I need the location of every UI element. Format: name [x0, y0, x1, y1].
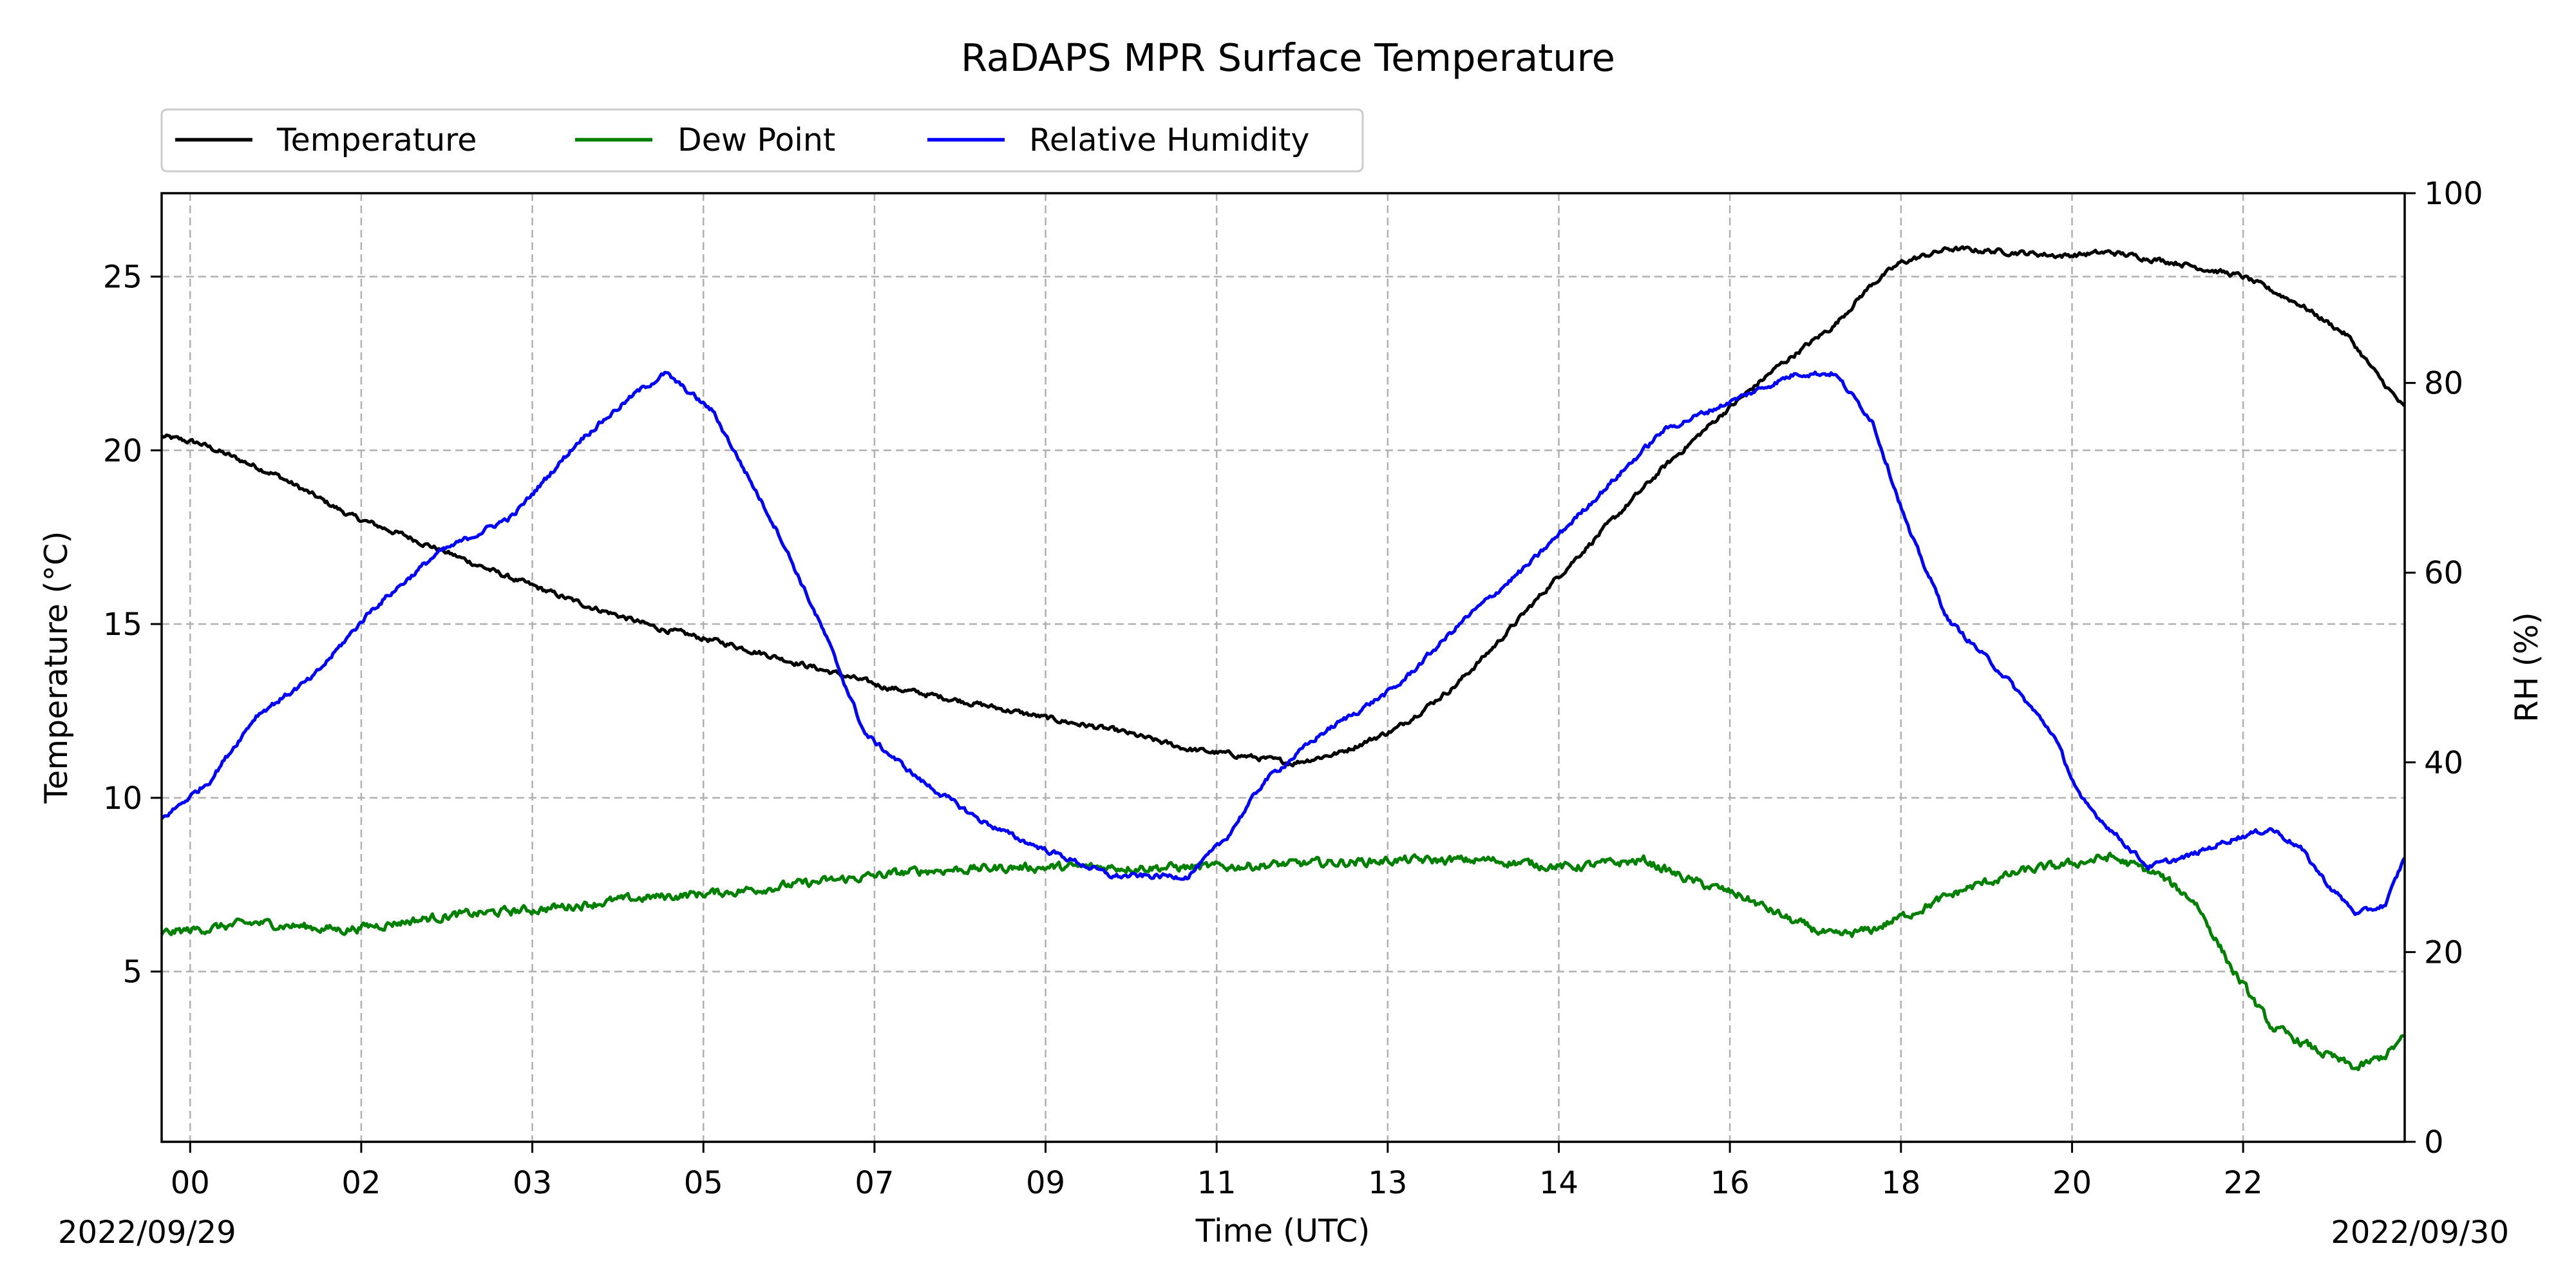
x-tick-label: 18: [1881, 1165, 1920, 1201]
x-tick-label: 11: [1197, 1165, 1236, 1201]
x-axis-label: Time (UTC): [1195, 1213, 1370, 1249]
plot-frame: [160, 192, 2406, 1143]
y-tick-label-left: 20: [103, 433, 142, 469]
y-axis-label-right: RH (%): [2508, 612, 2545, 722]
y-tick-label-left: 25: [103, 259, 142, 295]
x-tick-label: 05: [684, 1165, 723, 1201]
x-tick-label: 16: [1710, 1165, 1750, 1201]
y-tick-label-right: 0: [2424, 1124, 2444, 1160]
series-line-dew-point: [160, 851, 2405, 1072]
x-tick-label: 13: [1368, 1165, 1407, 1201]
x-tick-label: 14: [1539, 1165, 1578, 1201]
y-tick-label-right: 40: [2424, 745, 2463, 781]
end-date-label: 2022/09/30: [2331, 1215, 2509, 1251]
y-axis-label-left: Temperature (°C): [38, 531, 75, 804]
y-tick-label-left: 10: [103, 781, 142, 817]
legend: Temperature Dew Point Relative Humidity: [160, 108, 1364, 173]
series-line-temperature: [160, 245, 2406, 768]
y-tick-label-right: 20: [2424, 934, 2463, 971]
legend-box: [160, 108, 1364, 173]
legend-label-dew-point: Dew Point: [677, 122, 835, 158]
legend-label-relative-humidity: Relative Humidity: [1029, 122, 1309, 158]
x-axis: 00 02 03 05 07 09 11 13 14 16 18 20 22: [171, 1142, 2263, 1201]
x-tick-label: 00: [171, 1165, 210, 1201]
y-tick-label-right: 80: [2424, 366, 2463, 402]
x-tick-label: 02: [341, 1165, 381, 1201]
y-axis-left: 5 10 15 20 25: [103, 259, 162, 990]
series-layer: [160, 245, 2407, 1072]
start-date-label: 2022/09/29: [58, 1215, 236, 1251]
legend-label-temperature: Temperature: [276, 122, 477, 158]
grid-layer: [162, 193, 2405, 1142]
y-tick-label-right: 60: [2424, 555, 2463, 591]
series-line-relative-humidity: [160, 370, 2407, 916]
y-tick-label-left: 5: [122, 954, 142, 990]
x-tick-label: 22: [2224, 1165, 2263, 1201]
chart-title: RaDAPS MPR Surface Temperature: [961, 35, 1615, 80]
x-tick-label: 09: [1026, 1165, 1065, 1201]
x-tick-label: 20: [2052, 1165, 2092, 1201]
y-axis-right: 0 20 40 60 80 100: [2405, 176, 2483, 1160]
x-tick-label: 07: [855, 1165, 894, 1201]
x-tick-label: 03: [513, 1165, 552, 1201]
y-tick-label-right: 100: [2424, 176, 2483, 212]
y-tick-label-left: 15: [103, 607, 142, 643]
